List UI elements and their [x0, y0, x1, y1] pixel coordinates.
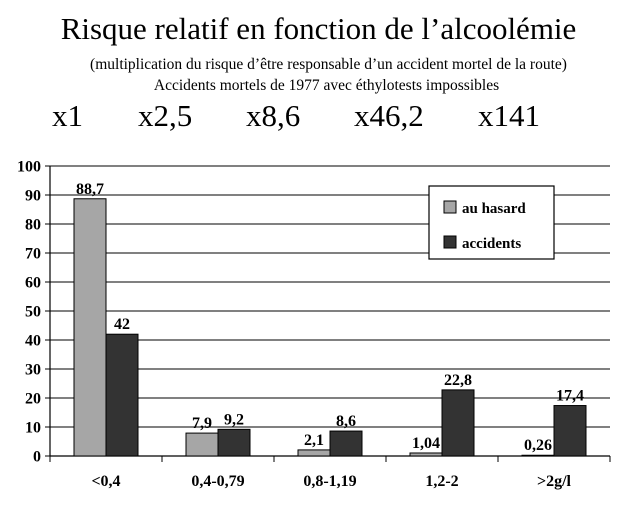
y-tick-label: 90 — [25, 188, 41, 205]
legend-label-au-hasard: au hasard — [462, 201, 526, 217]
data-label: 42 — [114, 316, 130, 333]
bar-accidents — [553, 405, 587, 457]
x-tick-label: <0,4 — [91, 473, 120, 490]
y-tick-label: 80 — [25, 217, 41, 234]
axes: 0 10 20 30 40 50 60 70 80 90 100 <0,4 0,4-0,79 0,8-1,… — [17, 159, 611, 490]
bar-au-hasard — [297, 449, 331, 457]
bar-accidents — [329, 430, 363, 457]
multiplier-label: x1 — [52, 98, 83, 133]
data-label: 7,9 — [192, 415, 212, 432]
bar-au-hasard — [409, 452, 443, 457]
y-tick-label: 40 — [25, 333, 41, 350]
data-label: 22,8 — [444, 372, 472, 389]
data-label: 2,1 — [304, 432, 324, 449]
y-tick-label: 30 — [25, 362, 41, 379]
chart-subtitle-2: Accidents mortels de 1977 avec éthylotes… — [153, 77, 500, 94]
y-tick-label: 70 — [25, 246, 41, 263]
multiplier-label: x2,5 — [138, 98, 193, 133]
legend: au hasard accidents — [428, 185, 555, 260]
data-label: 0,26 — [524, 437, 552, 454]
y-tick-label: 60 — [25, 275, 41, 292]
bar-accidents — [217, 428, 251, 457]
bars — [73, 198, 587, 457]
multiplier-label: x8,6 — [246, 98, 301, 133]
chart-subtitle: (multiplication du risque d’être respons… — [90, 56, 567, 73]
data-label: 8,6 — [336, 413, 356, 430]
x-tick-label: >2g/l — [537, 473, 572, 490]
y-tick-label: 0 — [33, 449, 41, 466]
y-tick-label: 10 — [25, 420, 41, 437]
bar-au-hasard — [521, 454, 555, 457]
bar-au-hasard — [73, 198, 107, 457]
y-tick-label: 50 — [25, 304, 41, 321]
y-tick-label: 20 — [25, 391, 41, 408]
data-labels: 88,7 42 7,9 9,2 2,1 8,6 1,04 22,8 0,26 17,4 — [76, 181, 584, 454]
bar-au-hasard — [185, 432, 219, 457]
legend-label-accidents: accidents — [462, 236, 521, 252]
y-tick-label: 100 — [17, 159, 41, 176]
multiplier-label: x141 — [478, 98, 540, 133]
bar-accidents — [105, 333, 139, 457]
multiplier-label: x46,2 — [354, 98, 424, 133]
chart-title: Risque relatif en fonction de l’alcoolém… — [60, 11, 577, 46]
bar-accidents — [441, 389, 475, 457]
x-tick-label: 0,4-0,79 — [191, 473, 244, 490]
legend-swatch-au-hasard — [443, 200, 457, 214]
x-tick-label: 0,8-1,19 — [303, 473, 356, 490]
data-label: 1,04 — [412, 435, 440, 452]
data-label: 17,4 — [556, 388, 584, 405]
data-label: 9,2 — [224, 411, 244, 428]
legend-swatch-accidents — [443, 235, 457, 249]
x-tick-label: 1,2-2 — [425, 473, 458, 490]
data-label: 88,7 — [76, 181, 104, 198]
